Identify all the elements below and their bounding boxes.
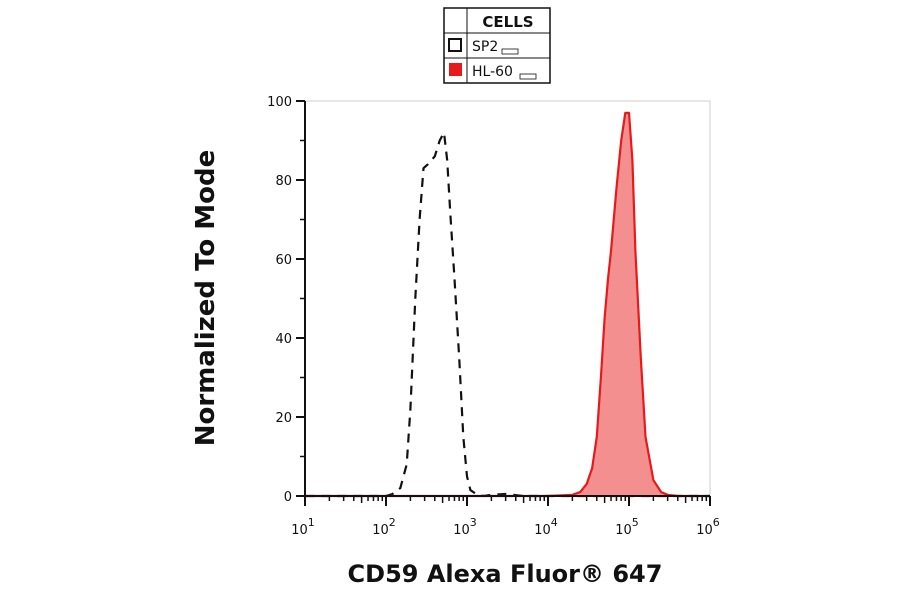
legend-swatch-hl60 xyxy=(449,63,462,76)
legend-label-sp2: SP2 xyxy=(472,39,498,55)
y-tick-label: 60 xyxy=(275,253,292,268)
series-layer xyxy=(305,111,710,498)
y-tick-label: 100 xyxy=(267,95,292,110)
legend-header: CELLS xyxy=(482,13,533,31)
plot-frame xyxy=(304,100,711,497)
x-tick-label: 103 xyxy=(453,516,477,538)
y-tick-label: 0 xyxy=(284,490,292,505)
legend-sample-box-hl60 xyxy=(519,73,537,80)
x-tick-label: 105 xyxy=(615,516,639,538)
series-line-sp2 xyxy=(305,131,710,498)
legend-sample-box-sp2 xyxy=(501,48,519,55)
y-ticks: 0 20 40 60 80 100 xyxy=(267,95,305,505)
legend-swatch-sp2 xyxy=(448,38,462,52)
y-tick-label: 20 xyxy=(275,411,292,426)
series-line-hl60 xyxy=(305,111,710,498)
x-ticks: 101 102 103 104 105 106 xyxy=(291,496,720,538)
legend: CELLS SP2 HL-60 xyxy=(443,7,551,84)
x-tick-label: 101 xyxy=(291,516,315,538)
legend-label-hl60: HL-60 xyxy=(472,64,513,80)
y-tick-label: 40 xyxy=(275,332,292,347)
x-tick-label: 104 xyxy=(534,516,558,538)
y-tick-label: 80 xyxy=(275,174,292,189)
x-tick-label: 102 xyxy=(372,516,396,538)
x-tick-label: 106 xyxy=(696,516,720,538)
y-axis-title: Normalized To Mode xyxy=(191,150,221,447)
x-axis-title: CD59 Alexa Fluor® 647 xyxy=(348,560,663,588)
series-area-hl60 xyxy=(305,112,710,497)
